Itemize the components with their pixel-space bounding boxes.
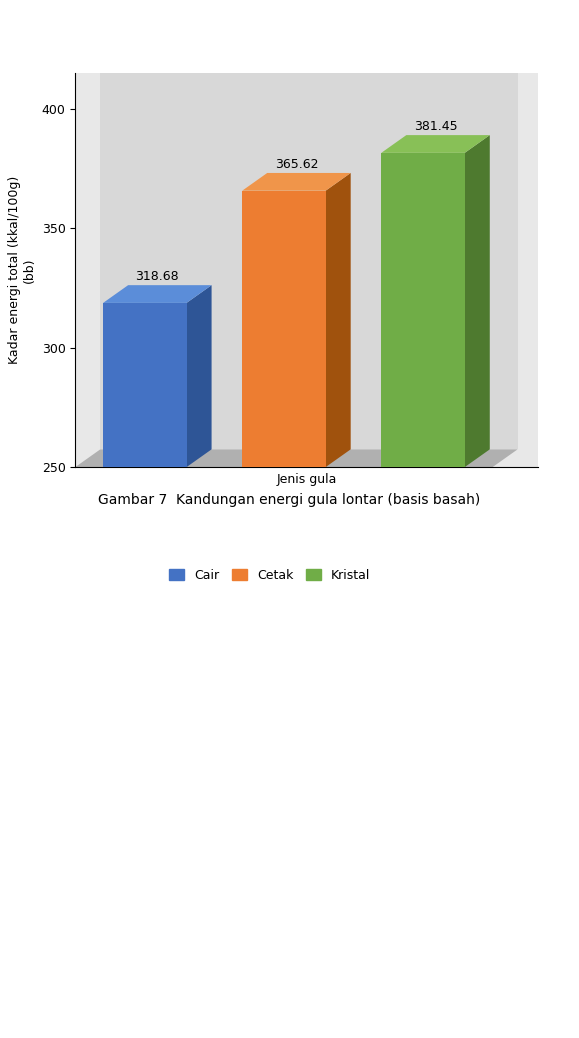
- Legend: Cair, Cetak, Kristal: Cair, Cetak, Kristal: [164, 564, 375, 588]
- Polygon shape: [242, 191, 325, 467]
- Polygon shape: [242, 173, 351, 191]
- Polygon shape: [186, 285, 211, 467]
- Polygon shape: [465, 135, 490, 467]
- Polygon shape: [103, 303, 186, 467]
- Text: 318.68: 318.68: [135, 270, 179, 282]
- Text: 381.45: 381.45: [414, 119, 457, 133]
- X-axis label: Jenis gula: Jenis gula: [277, 472, 337, 486]
- Text: Gambar 7  Kandungan energi gula lontar (basis basah): Gambar 7 Kandungan energi gula lontar (b…: [98, 493, 481, 507]
- Polygon shape: [382, 153, 465, 467]
- Polygon shape: [100, 73, 518, 449]
- Polygon shape: [325, 173, 351, 467]
- Polygon shape: [382, 135, 490, 153]
- Polygon shape: [103, 285, 211, 303]
- Polygon shape: [75, 449, 518, 467]
- Text: 365.62: 365.62: [274, 158, 318, 170]
- Y-axis label: Kadar energi total (kkal/100g)
(bb): Kadar energi total (kkal/100g) (bb): [8, 175, 36, 364]
